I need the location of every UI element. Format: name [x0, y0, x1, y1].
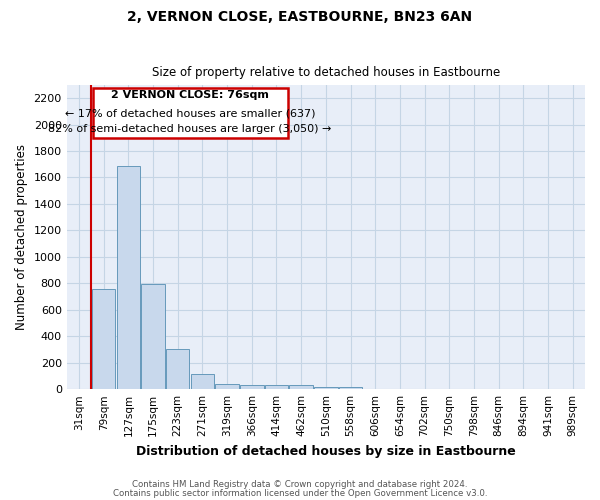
Bar	[265, 385, 288, 389]
Title: Size of property relative to detached houses in Eastbourne: Size of property relative to detached ho…	[152, 66, 500, 80]
Text: Contains public sector information licensed under the Open Government Licence v3: Contains public sector information licen…	[113, 488, 487, 498]
Bar	[240, 385, 263, 389]
Bar	[191, 374, 214, 389]
Y-axis label: Number of detached properties: Number of detached properties	[15, 144, 28, 330]
Bar	[142, 284, 165, 389]
X-axis label: Distribution of detached houses by size in Eastbourne: Distribution of detached houses by size …	[136, 444, 516, 458]
Text: 2, VERNON CLOSE, EASTBOURNE, BN23 6AN: 2, VERNON CLOSE, EASTBOURNE, BN23 6AN	[127, 10, 473, 24]
Bar	[116, 166, 140, 389]
Bar	[339, 387, 362, 389]
Text: 2 VERNON CLOSE: 76sqm: 2 VERNON CLOSE: 76sqm	[111, 90, 269, 101]
FancyBboxPatch shape	[92, 88, 287, 138]
Bar	[314, 387, 338, 389]
Bar	[289, 385, 313, 389]
Bar	[92, 288, 115, 389]
Text: 82% of semi-detached houses are larger (3,050) →: 82% of semi-detached houses are larger (…	[49, 124, 332, 134]
Text: Contains HM Land Registry data © Crown copyright and database right 2024.: Contains HM Land Registry data © Crown c…	[132, 480, 468, 489]
Bar	[215, 384, 239, 389]
Text: ← 17% of detached houses are smaller (637): ← 17% of detached houses are smaller (63…	[65, 108, 316, 118]
Bar	[166, 350, 190, 389]
